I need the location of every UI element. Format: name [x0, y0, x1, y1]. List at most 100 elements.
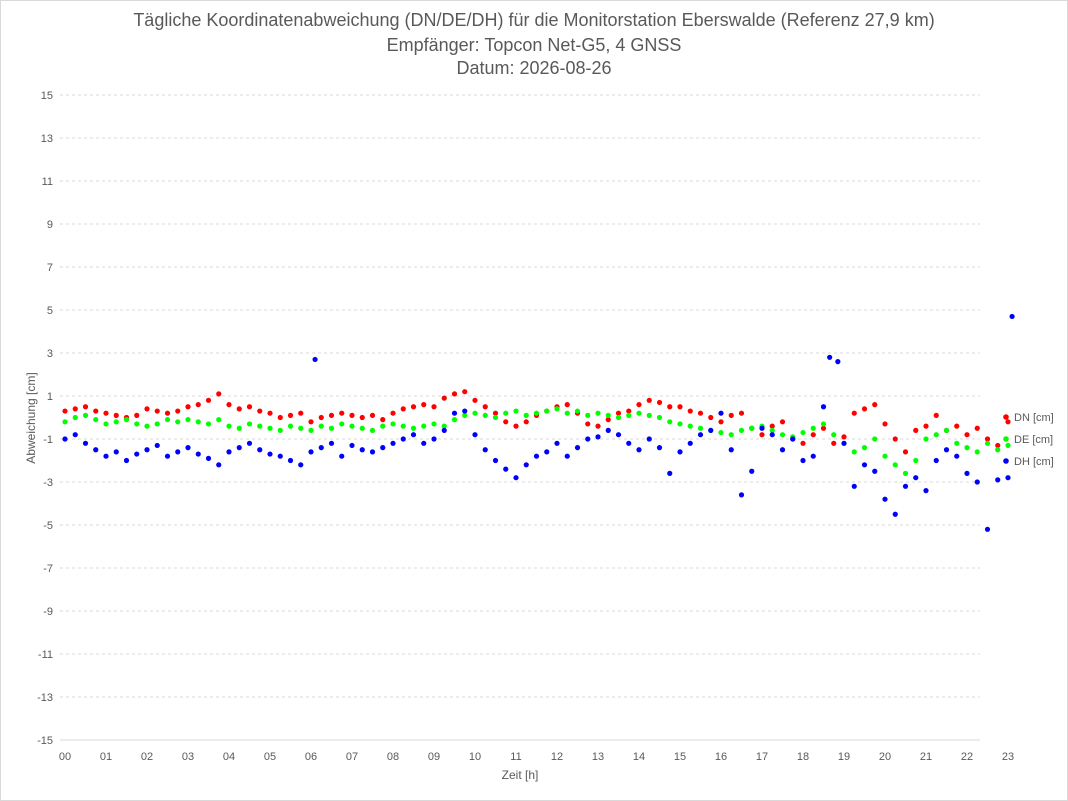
data-point: [595, 434, 601, 440]
x-tick-label: 22: [961, 751, 973, 763]
data-point: [954, 453, 960, 459]
chart-title: Tägliche Koordinatenabweichung (DN/DE/DH…: [133, 10, 935, 30]
data-point: [503, 410, 509, 416]
y-tick-label: -5: [43, 520, 53, 532]
y-tick-label: -15: [37, 735, 53, 747]
data-point: [902, 449, 909, 455]
data-point: [882, 496, 888, 502]
data-point: [800, 429, 806, 436]
x-tick-label: 19: [838, 751, 850, 763]
data-point: [810, 432, 816, 438]
data-point: [441, 423, 447, 429]
x-tick-label: 23: [1002, 751, 1014, 763]
data-point: [410, 404, 417, 410]
data-point: [410, 432, 417, 438]
data-point: [62, 419, 68, 425]
data-point: [451, 417, 458, 423]
data-point: [656, 445, 663, 451]
data-point: [892, 511, 898, 517]
data-point: [738, 427, 745, 433]
data-point: [820, 421, 827, 427]
data-point: [72, 406, 78, 412]
data-point: [380, 417, 386, 423]
data-point: [861, 406, 868, 412]
x-tick-label: 08: [387, 751, 399, 763]
data-point: [728, 432, 734, 438]
data-point: [1005, 442, 1011, 449]
data-point: [195, 419, 201, 425]
y-tick-label: 3: [47, 348, 53, 360]
data-point: [656, 414, 663, 421]
data-point: [861, 445, 868, 451]
data-point: [246, 421, 253, 427]
data-point: [831, 432, 837, 438]
data-point: [93, 417, 99, 423]
data-point: [339, 453, 345, 459]
legend-marker: [1003, 414, 1009, 420]
data-point: [995, 447, 1001, 453]
y-tick-label: -3: [43, 477, 53, 489]
data-point: [328, 425, 335, 431]
data-point: [677, 404, 683, 410]
legend-label: DE [cm]: [1014, 434, 1053, 446]
data-point: [615, 414, 622, 421]
data-point: [964, 445, 970, 451]
y-tick-label: 9: [47, 219, 53, 231]
y-tick-label: -7: [43, 563, 53, 575]
data-point: [246, 440, 253, 446]
data-point: [328, 412, 335, 418]
data-point: [533, 453, 540, 459]
data-point: [827, 354, 833, 360]
data-point: [462, 408, 468, 414]
data-point: [277, 427, 283, 433]
data-point: [359, 414, 365, 421]
data-point: [431, 421, 437, 427]
data-point: [93, 447, 99, 453]
data-point: [113, 412, 119, 418]
data-point: [769, 423, 775, 429]
x-tick-label: 03: [182, 751, 194, 763]
data-point: [759, 425, 765, 431]
data-point: [62, 408, 68, 414]
data-point: [339, 421, 345, 427]
data-point: [492, 457, 499, 464]
data-point: [841, 434, 847, 440]
data-point: [185, 417, 191, 423]
data-point: [759, 432, 765, 438]
data-point: [523, 412, 529, 418]
data-point: [144, 447, 150, 453]
data-point: [615, 410, 622, 416]
data-point: [1009, 313, 1015, 320]
data-point: [574, 445, 581, 451]
data-point: [923, 423, 929, 429]
data-point: [72, 432, 78, 438]
data-point: [564, 410, 570, 416]
data-point: [800, 457, 806, 464]
data-point: [205, 421, 212, 427]
data-point: [441, 427, 447, 433]
x-tick-label: 16: [715, 751, 727, 763]
data-point: [503, 419, 509, 425]
data-point: [164, 417, 171, 423]
data-point: [749, 468, 755, 474]
legend-marker: [1003, 436, 1009, 442]
data-point: [421, 402, 427, 408]
data-point: [708, 414, 714, 421]
data-point: [113, 449, 119, 455]
data-point: [257, 447, 263, 453]
data-point: [995, 477, 1001, 483]
data-point: [103, 410, 109, 416]
data-point: [882, 421, 888, 427]
data-point: [472, 410, 478, 416]
data-point: [749, 425, 755, 431]
data-point: [1005, 475, 1011, 481]
data-point: [82, 404, 89, 410]
data-point: [482, 447, 488, 453]
data-point: [605, 427, 611, 433]
x-tick-label: 05: [264, 751, 276, 763]
data-point: [646, 436, 652, 442]
data-point: [892, 436, 898, 442]
data-point: [298, 410, 304, 416]
y-tick-label: 13: [41, 133, 53, 145]
